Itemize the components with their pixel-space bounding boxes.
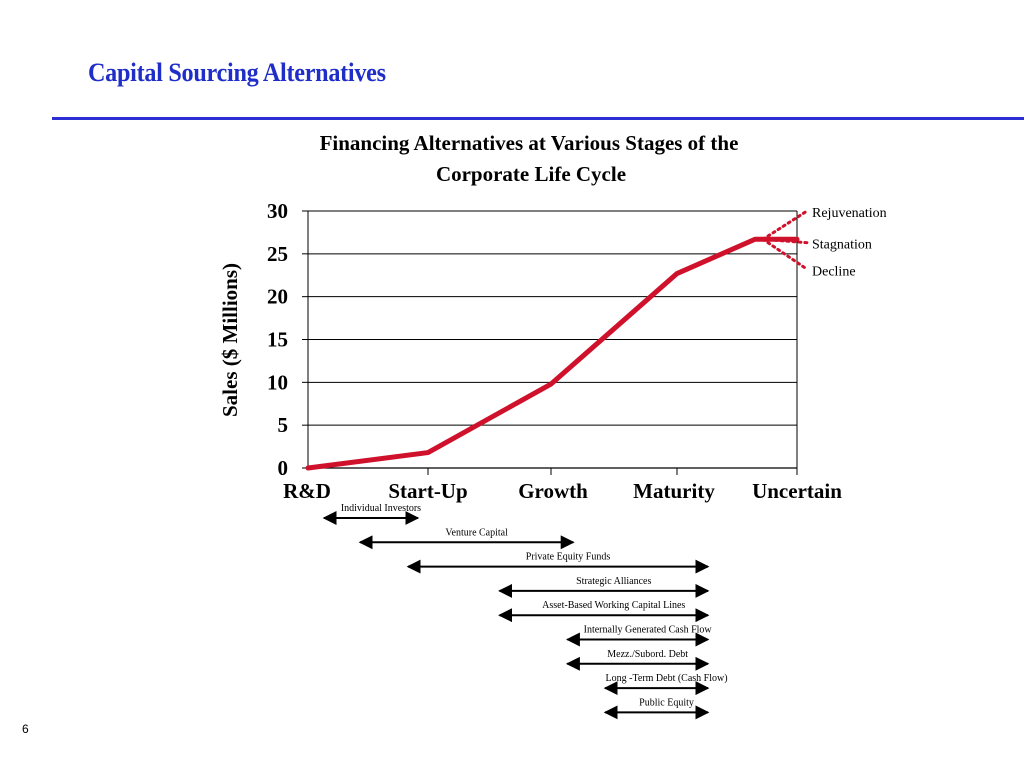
x-tick-label: Maturity	[633, 479, 715, 503]
axes: 0 5 10 15 20 25 30 R&D Start-Up Growth Maturity Unc…	[267, 199, 842, 503]
financing-range-label: Venture Capital	[445, 527, 508, 538]
x-tick-label: Uncertain	[752, 479, 842, 503]
financing-ranges: Individual Investors Venture Capital Priva…	[322, 503, 728, 720]
series-line	[305, 236, 800, 471]
branch-label: Stagnation	[812, 238, 872, 253]
financing-range-label: Mezz./Subord. Debt	[607, 649, 688, 660]
x-tick-label: Growth	[518, 479, 588, 503]
y-tick-label: 15	[267, 328, 288, 352]
y-tick-label: 10	[267, 370, 288, 394]
financing-range-label: Individual Investors	[341, 503, 421, 514]
y-tick-label: 5	[278, 413, 289, 437]
branch-line	[761, 237, 809, 271]
x-tick-label: Start-Up	[388, 479, 467, 503]
branch-line	[761, 237, 809, 245]
sales-series	[305, 236, 800, 471]
page-number: 6	[22, 722, 29, 736]
y-tick-label: 20	[267, 285, 288, 309]
branch-label: Rejuvenation	[812, 206, 887, 221]
financing-range-label: Internally Generated Cash Flow	[584, 625, 713, 636]
chart-title-line-1: Financing Alternatives at Various Stages…	[320, 131, 739, 155]
gridlines	[308, 210, 797, 426]
x-tick-label: R&D	[283, 479, 331, 503]
branch-label: Decline	[812, 264, 856, 279]
chart-title-line-2: Corporate Life Cycle	[436, 162, 626, 186]
title-divider	[52, 117, 1024, 120]
financing-range-label: Private Equity Funds	[526, 552, 611, 563]
y-tick-label: 0	[278, 456, 289, 480]
branch-line	[761, 209, 809, 241]
financing-range-label: Long -Term Debt (Cash Flow)	[606, 673, 728, 684]
outcome-branches: Rejuvenation Stagnation Decline	[761, 206, 887, 279]
y-axis-label: Sales ($ Millions)	[218, 263, 242, 417]
y-tick-label: 30	[267, 199, 288, 223]
slide-title: Capital Sourcing Alternatives	[88, 58, 386, 87]
y-tick-label: 25	[267, 242, 288, 266]
financing-range-label: Strategic Alliances	[576, 576, 651, 587]
financing-range-label: Public Equity	[639, 697, 694, 708]
financing-range-label: Asset-Based Working Capital Lines	[542, 600, 685, 611]
